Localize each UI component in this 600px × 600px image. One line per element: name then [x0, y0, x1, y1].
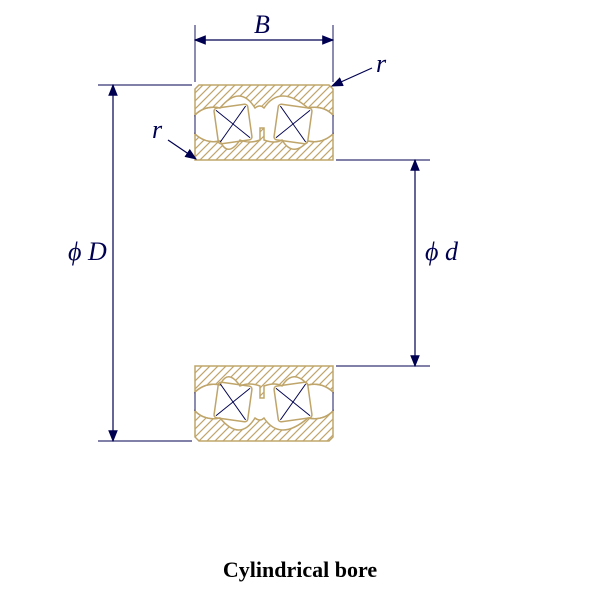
label-B: B — [254, 10, 270, 39]
label-r-upper: r — [376, 49, 387, 78]
label-d: ϕ d — [425, 237, 459, 266]
inner-ring-upper — [195, 128, 333, 160]
label-r-lower: r — [152, 115, 163, 144]
leader-r-upper — [332, 68, 372, 86]
bearing-cross-section-svg: B ϕ D ϕ d r r — [0, 0, 600, 600]
label-D: ϕ D — [68, 237, 107, 266]
diagram-title: Cylindrical bore — [0, 557, 600, 583]
leader-r-lower — [168, 140, 196, 159]
inner-ring-lower — [195, 366, 333, 398]
diagram-container: B ϕ D ϕ d r r Cylindrical bore — [0, 0, 600, 600]
